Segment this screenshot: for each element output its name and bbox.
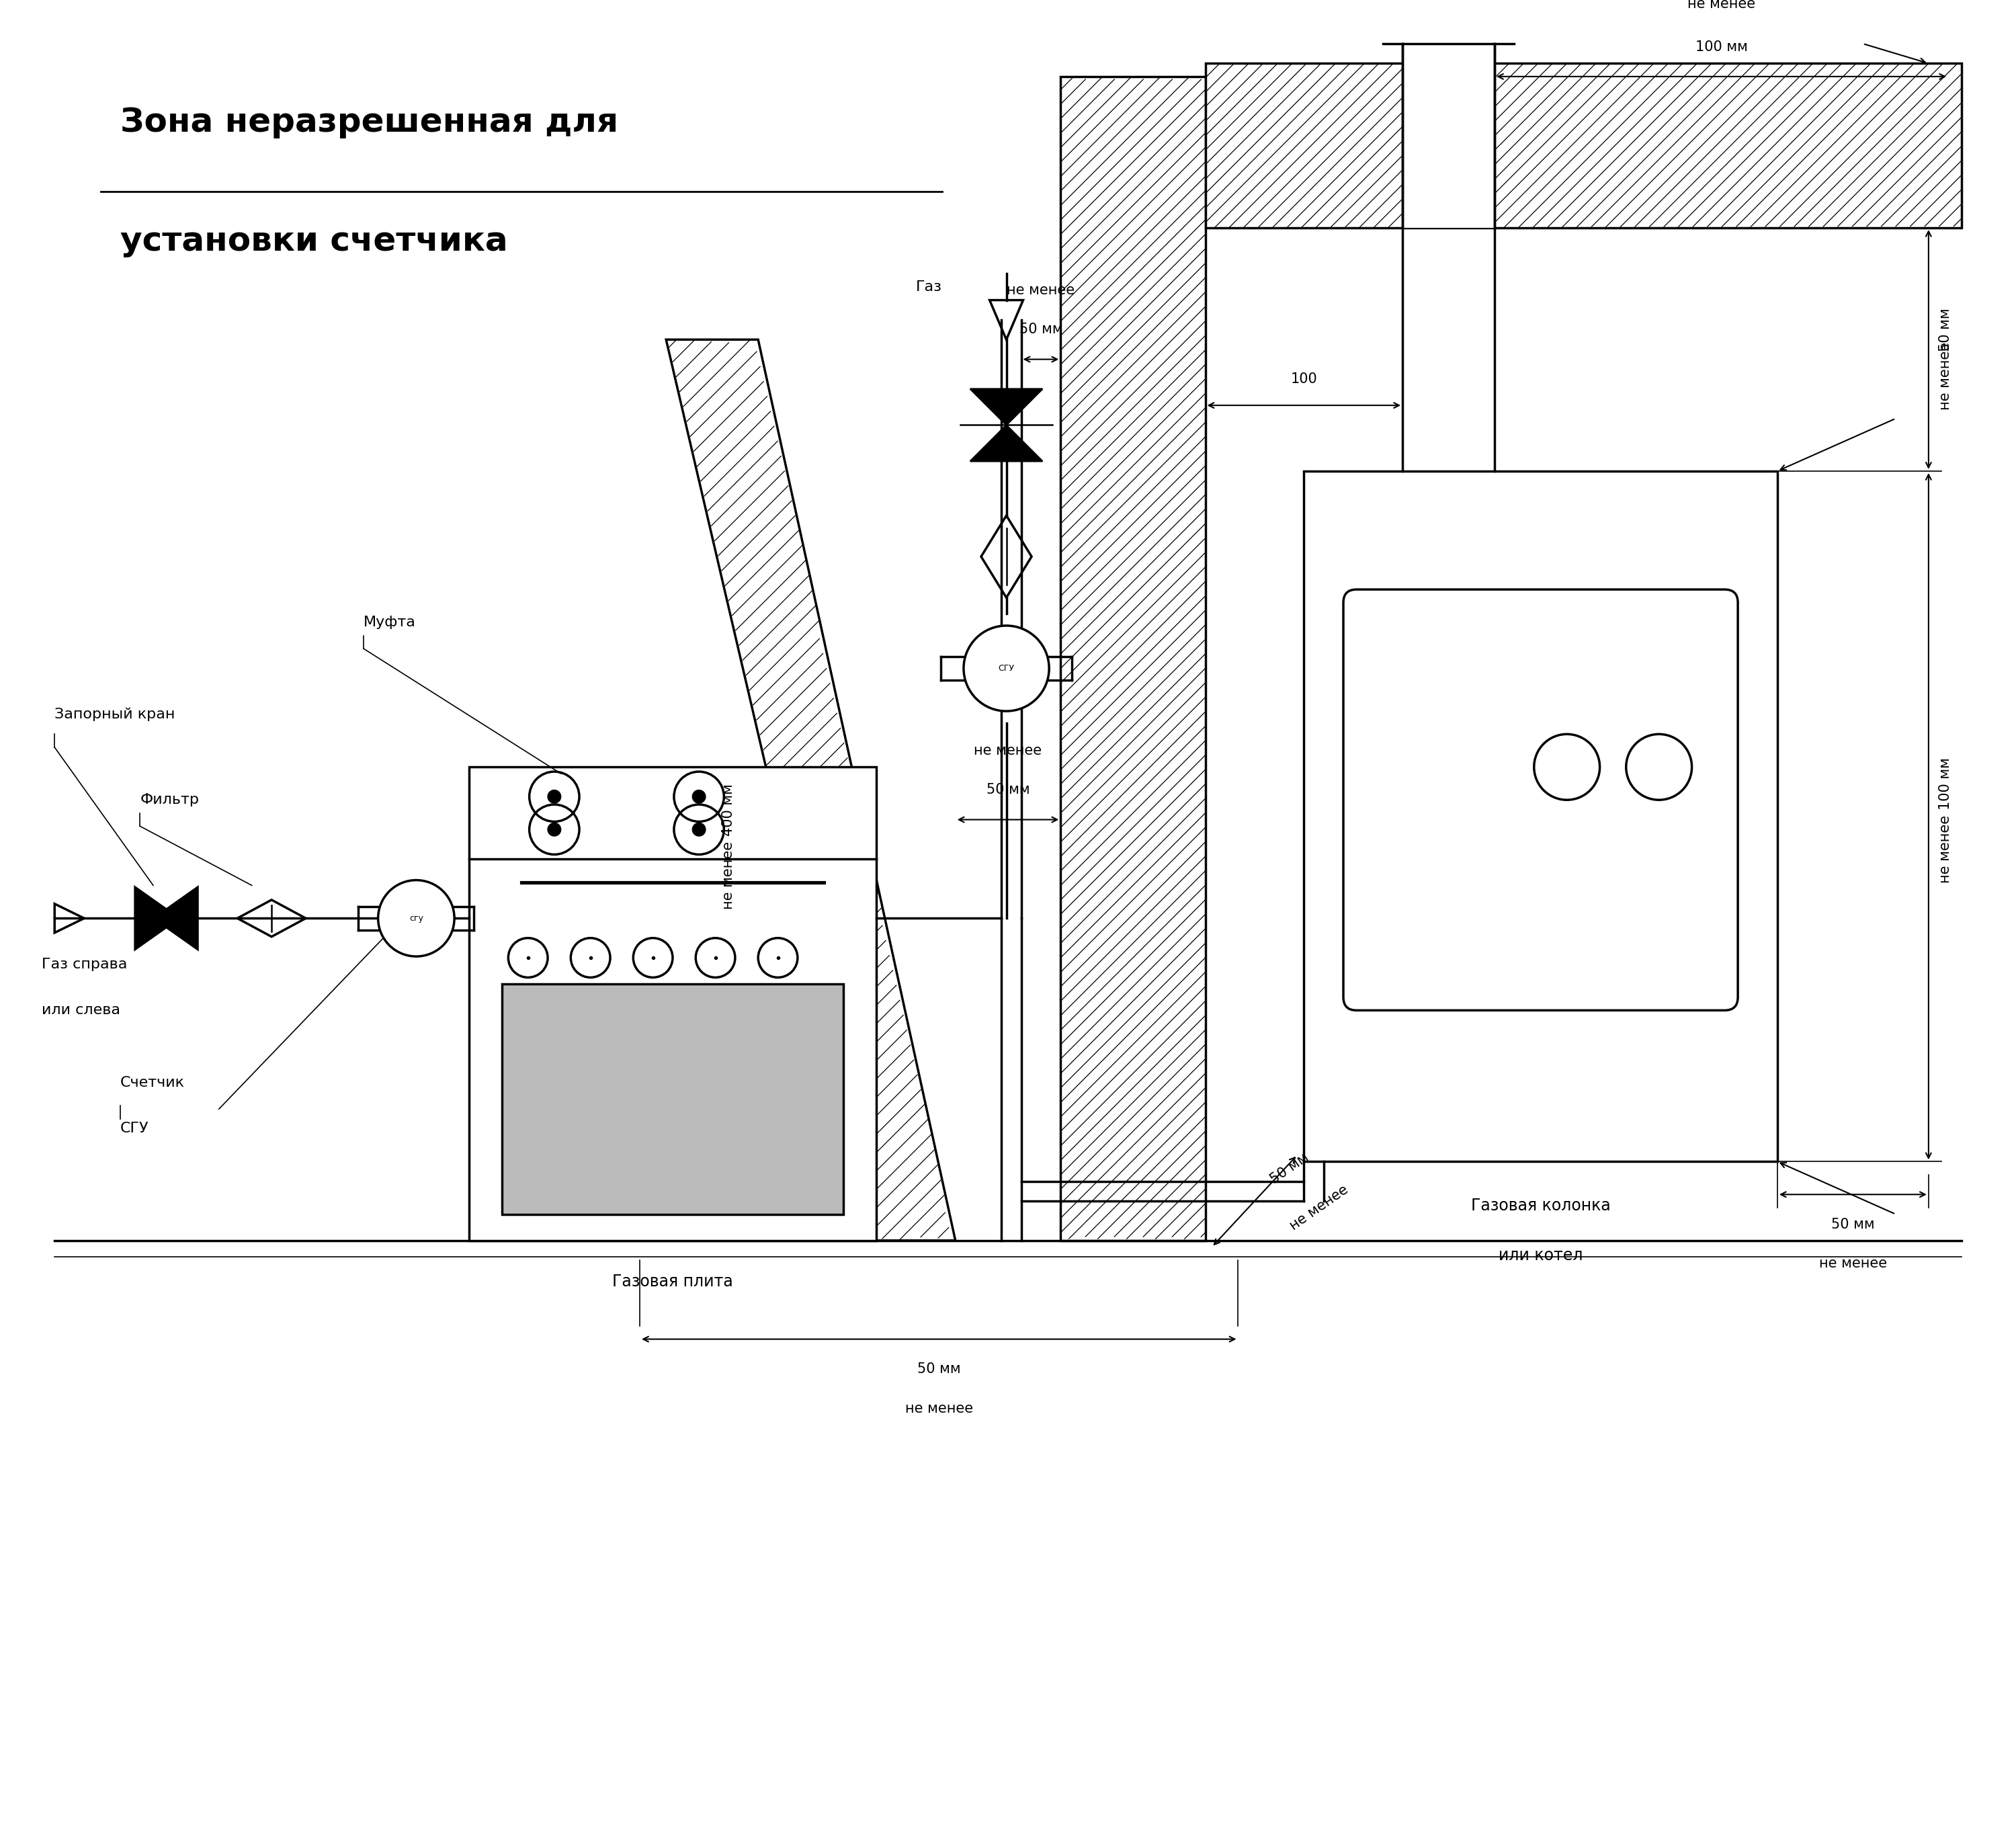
Polygon shape	[153, 887, 198, 949]
Text: 50 мм: 50 мм	[986, 783, 1030, 796]
Text: сгу: сгу	[409, 915, 423, 922]
Circle shape	[548, 824, 560, 836]
Text: или котел: или котел	[1498, 1246, 1583, 1263]
Polygon shape	[970, 425, 1042, 461]
Text: Зона неразрешенная для: Зона неразрешенная для	[121, 106, 619, 138]
Text: Счетчик: Счетчик	[121, 1077, 185, 1090]
Text: 50 мм: 50 мм	[1020, 322, 1062, 337]
Text: не менее: не менее	[1818, 1257, 1887, 1270]
Text: установки счетчика: установки счетчика	[121, 224, 508, 257]
Text: Запорный кран: Запорный кран	[54, 707, 175, 722]
Polygon shape	[1206, 64, 1962, 228]
Bar	[470, 767, 877, 1241]
Polygon shape	[665, 339, 956, 1241]
Bar	[1403, 31, 1494, 228]
Text: Муфта: Муфта	[363, 616, 415, 629]
Text: Газ справа: Газ справа	[42, 958, 127, 971]
Text: 50 мм: 50 мм	[917, 1363, 962, 1376]
Text: 100 мм: 100 мм	[1695, 40, 1748, 53]
Text: 400 мм: 400 мм	[722, 783, 736, 836]
Polygon shape	[1060, 77, 1206, 1241]
Text: Газ: Газ	[915, 281, 941, 293]
FancyBboxPatch shape	[1343, 590, 1738, 1011]
Text: не менее: не менее	[1939, 814, 1951, 884]
Polygon shape	[970, 388, 1042, 425]
Polygon shape	[135, 887, 179, 949]
Text: 50 мм: 50 мм	[1831, 1217, 1875, 1232]
Text: не менее: не менее	[1288, 1182, 1351, 1233]
Text: или слева: или слева	[42, 1004, 121, 1017]
Circle shape	[691, 824, 706, 836]
Text: не менее: не менее	[1939, 343, 1951, 410]
Text: СГУ: СГУ	[121, 1122, 149, 1135]
Text: не менее: не менее	[722, 842, 736, 909]
Circle shape	[548, 791, 560, 804]
Text: не менее: не менее	[1687, 0, 1756, 11]
Text: СГУ: СГУ	[998, 663, 1014, 672]
Text: 50 мм: 50 мм	[1939, 308, 1951, 352]
Text: 100: 100	[1290, 372, 1316, 386]
Circle shape	[379, 880, 454, 957]
Bar	[502, 984, 843, 1213]
Circle shape	[964, 625, 1048, 711]
Text: Газовая плита: Газовая плита	[613, 1274, 734, 1290]
Text: Фильтр: Фильтр	[139, 793, 200, 807]
Text: не менее: не менее	[905, 1401, 974, 1416]
Circle shape	[691, 791, 706, 804]
Bar	[1304, 472, 1778, 1162]
Text: не менее: не менее	[974, 743, 1042, 758]
Text: 100 мм: 100 мм	[1939, 758, 1951, 809]
Text: 50 мм: 50 мм	[1268, 1150, 1310, 1186]
Text: Газовая колонка: Газовая колонка	[1472, 1197, 1611, 1213]
Text: не менее: не менее	[1006, 284, 1075, 297]
